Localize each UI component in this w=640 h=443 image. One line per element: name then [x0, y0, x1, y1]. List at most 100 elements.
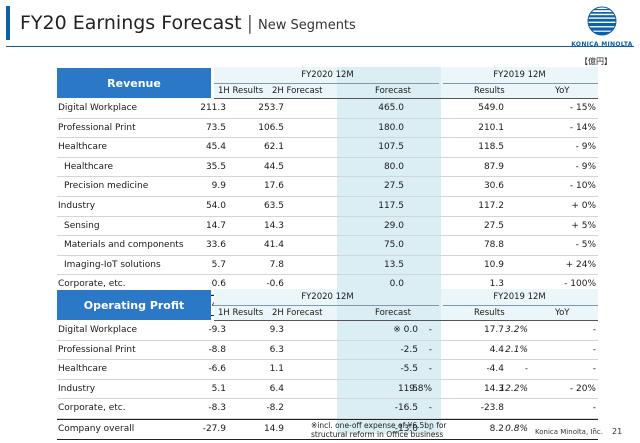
row-label: Healthcare	[58, 142, 108, 153]
cell-results-margin: 2.1%	[505, 344, 528, 355]
footnote-line-1: ※incl. one-off expense of ¥6.5bn for	[311, 421, 447, 430]
cell-results: -4.4	[486, 364, 504, 375]
cell-yoy: - 20%	[569, 383, 596, 394]
group-fy2020-underline	[214, 83, 439, 84]
cell-2h-forecast: 41.4	[263, 240, 284, 251]
group-fy2019: FY2019 12M	[493, 292, 546, 302]
title-accent-bar	[6, 6, 10, 40]
cell-results-margin: -	[524, 364, 528, 375]
row-label: Corporate, etc.	[58, 403, 126, 414]
cell-forecast-margin: -	[428, 403, 432, 414]
cell-2h-forecast: 9.3	[269, 325, 284, 335]
cell-forecast: 80.0	[383, 161, 404, 172]
cell-results: 4.4	[489, 344, 504, 355]
cell-2h-forecast: 6.4	[269, 383, 284, 394]
cell-forecast: 27.5	[383, 181, 404, 192]
cell-results: 27.5	[483, 220, 504, 231]
cell-results-margin: 0.8%	[505, 423, 528, 434]
logo-wordmark: KONICA MINOLTA	[571, 41, 633, 48]
row-label: Company overall	[58, 423, 135, 434]
table-row: Industry 54.0 63.5 117.5 117.2 + 0%	[57, 197, 598, 217]
footnote-line-2: structural reform in Office business	[311, 430, 444, 439]
operating-profit-table-body: Digital Workplace -9.3 9.3 ※ 0.0-17.7 3.2% - P…	[57, 321, 598, 440]
cell-1h-results: -8.8	[208, 344, 226, 355]
table-row: Digital Workplace -9.3 9.3 ※ 0.0-17.7 3.2% -	[57, 321, 598, 341]
cell-1h-results: 211.3	[200, 103, 226, 113]
cell-forecast: 0.0	[389, 279, 404, 290]
col-results: Results	[474, 86, 505, 96]
cell-yoy: - 14%	[569, 122, 596, 133]
row-label: Imaging-IoT solutions	[64, 259, 161, 270]
revenue-table-header: Revenue FY2020 12M FY2019 12M 1H Results…	[57, 67, 598, 99]
cell-1h-results: -6.6	[208, 364, 226, 375]
row-label: Healthcare	[64, 161, 114, 172]
page-subtitle: New Segments	[258, 18, 356, 33]
cell-forecast: -13.0	[394, 423, 418, 434]
table-row: Materials and components 33.6 41.4 75.0 78.8…	[57, 236, 598, 256]
col-2h-forecast: 2H Forecast	[272, 308, 323, 318]
cell-2h-forecast: 14.3	[263, 220, 284, 231]
cell-results: 118.5	[478, 142, 504, 153]
cell-yoy: - 15%	[569, 103, 596, 113]
cell-yoy: + 24%	[565, 259, 596, 270]
cell-results: 30.6	[483, 181, 504, 192]
col-results: Results	[474, 308, 505, 318]
cell-results: 78.8	[483, 240, 504, 251]
group-fy2019-underline	[443, 305, 598, 306]
cell-forecast: 75.0	[383, 240, 404, 251]
cell-forecast: -16.5	[394, 403, 418, 414]
title-separator: |	[246, 12, 254, 34]
cell-2h-forecast: 44.5	[263, 161, 284, 172]
cell-1h-results: 384.7	[200, 296, 226, 315]
cell-2h-forecast: -8.2	[266, 403, 284, 414]
cell-yoy: - 5%	[575, 240, 596, 251]
cell-yoy: - 100%	[564, 279, 596, 290]
cell-yoy: -	[592, 403, 596, 414]
col-2h-forecast: 2H Forecast	[272, 86, 323, 96]
cell-forecast: 465.0	[378, 103, 404, 113]
cell-forecast-margin: 9.8%	[409, 383, 432, 394]
cell-yoy: -	[592, 344, 596, 355]
group-fy2019: FY2019 12M	[493, 70, 546, 80]
revenue-table-body: Digital Workplace 211.3 253.7 465.0 549.0 - 1…	[57, 99, 598, 316]
col-yoy: YoY	[555, 308, 570, 318]
cell-forecast: 11.5	[397, 383, 418, 394]
col-yoy: YoY	[555, 86, 570, 96]
cell-results: 10.9	[483, 259, 504, 270]
table-row: Sensing 14.7 14.3 29.0 27.5 + 5%	[57, 217, 598, 237]
cell-yoy: - 10%	[569, 181, 596, 192]
cell-forecast: -5.5	[400, 364, 418, 375]
revenue-table: Revenue FY2020 12M FY2019 12M 1H Results…	[57, 67, 598, 316]
row-label: Industry	[58, 383, 96, 394]
cell-2h-forecast: 106.5	[258, 122, 284, 133]
cell-2h-forecast: 17.6	[263, 181, 284, 192]
cell-2h-forecast: 253.7	[258, 103, 284, 113]
row-label: Corporate, etc.	[58, 279, 126, 290]
header-rule	[214, 320, 598, 321]
header-divider	[6, 46, 634, 47]
cell-yoy: -	[592, 423, 596, 434]
cell-forecast: -2.5	[400, 344, 418, 355]
cell-forecast-margin: -	[428, 344, 432, 355]
cell-yoy: - 9%	[575, 161, 596, 172]
cell-yoy: -	[592, 364, 596, 375]
cell-2h-forecast: 6.3	[269, 344, 284, 355]
cell-yoy: + 5%	[571, 220, 596, 231]
cell-2h-forecast: 62.1	[263, 142, 284, 153]
cell-forecast: 117.5	[378, 200, 404, 211]
cell-forecast-margin: -	[428, 364, 432, 375]
cell-1h-results: -27.9	[202, 423, 226, 434]
cell-results: 8.2	[489, 423, 504, 434]
cell-1h-results: 5.7	[211, 259, 226, 270]
cell-results: 117.2	[478, 200, 504, 211]
row-label: Industry	[58, 200, 96, 211]
row-label: Professional Print	[58, 122, 136, 133]
page-title: FY20 Earnings Forecast | New Segments	[20, 12, 356, 34]
cell-results: 549.0	[478, 103, 504, 113]
cell-2h-forecast: 63.5	[263, 200, 284, 211]
cell-results-margin: 3.2%	[505, 325, 528, 335]
cell-results: 14.3	[483, 383, 504, 394]
cell-1h-results: 35.5	[205, 161, 226, 172]
cell-yoy: - 9%	[575, 142, 596, 153]
cell-results: 1.3	[489, 279, 504, 290]
